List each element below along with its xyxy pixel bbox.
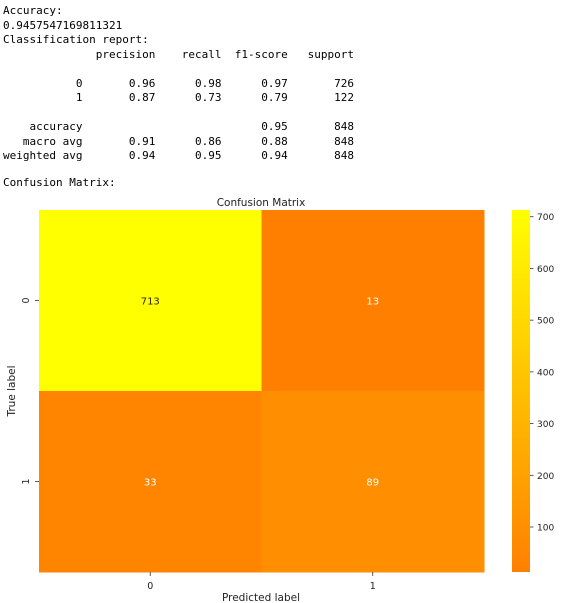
colorbar-tick-label: 400 [537, 368, 554, 378]
colorbar-tick-label: 600 [537, 265, 554, 275]
heatmap-cell [261, 210, 485, 392]
cell-value-label: 713 [141, 297, 160, 308]
heatmap-cell [261, 391, 485, 573]
report-row-weighted-avg: weighted avg 0.94 0.95 0.94 848 [3, 149, 354, 162]
y-tick-label: 1 [21, 478, 32, 484]
colorbar-tick-label: 200 [537, 472, 554, 482]
report-label: Classification report: [3, 33, 149, 46]
cell-value-label: 13 [366, 297, 379, 308]
y-tick-label: 0 [21, 297, 32, 303]
heatmap-cell [39, 210, 262, 392]
heatmap-cell [39, 391, 262, 573]
report-row-0: 0 0.96 0.98 0.97 726 [3, 76, 354, 90]
colorbar-tick-label: 700 [537, 213, 554, 223]
x-tick-label: 1 [370, 581, 376, 592]
x-axis-label: Predicted label [222, 592, 300, 603]
confusion-matrix-label: Confusion Matrix: [3, 176, 116, 189]
colorbar-tick-label: 500 [537, 317, 554, 327]
x-tick-label: 0 [147, 581, 153, 592]
report-row-accuracy: accuracy 0.95 848 [3, 120, 354, 133]
accuracy-label: Accuracy: [3, 4, 63, 17]
cell-value-label: 89 [366, 478, 379, 489]
colorbar-tick-label: 100 [537, 524, 554, 534]
report-header: precision recall f1-score support [3, 47, 354, 61]
cell-output: Accuracy: 0.9457547169811321 Classificat… [3, 4, 354, 164]
chart-title: Confusion Matrix [217, 197, 306, 209]
cell-value-label: 33 [144, 478, 157, 489]
accuracy-value: 0.9457547169811321 [3, 18, 123, 32]
colorbar-tick-label: 300 [537, 420, 554, 430]
report-row-macro-avg: macro avg 0.91 0.86 0.88 848 [3, 134, 354, 148]
colorbar [512, 210, 530, 572]
report-row-1: 1 0.87 0.73 0.79 122 [3, 91, 354, 104]
y-axis-label: True label [6, 365, 18, 417]
